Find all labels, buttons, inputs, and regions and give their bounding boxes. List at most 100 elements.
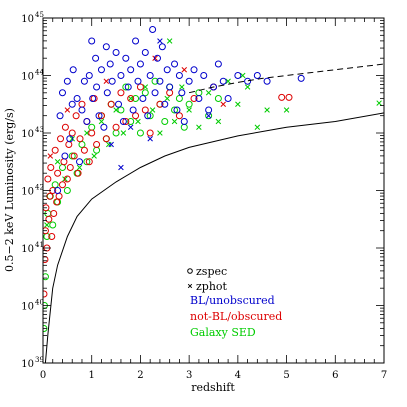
data-point bbox=[278, 93, 286, 101]
data-point bbox=[106, 60, 114, 68]
solid-limit-curve bbox=[44, 112, 384, 363]
data-point bbox=[224, 95, 232, 102]
data-point bbox=[88, 129, 96, 137]
data-point bbox=[180, 118, 188, 125]
legend-label: BL/unobscured bbox=[190, 294, 275, 307]
data-point bbox=[157, 130, 163, 136]
data-point bbox=[54, 158, 61, 165]
legend-cross-marker bbox=[187, 283, 193, 289]
data-point bbox=[151, 89, 159, 97]
data-point bbox=[47, 164, 55, 171]
data-point bbox=[376, 100, 382, 106]
data-point bbox=[135, 118, 141, 125]
data-point bbox=[44, 222, 50, 228]
data-point bbox=[89, 95, 97, 102]
data-point bbox=[58, 89, 66, 97]
data-point bbox=[43, 204, 50, 212]
data-point bbox=[48, 233, 56, 240]
data-point bbox=[63, 187, 71, 194]
data-point bbox=[186, 107, 192, 113]
data-point bbox=[65, 141, 73, 148]
x-tick-label: 6 bbox=[332, 370, 338, 381]
data-point bbox=[74, 169, 82, 177]
data-point bbox=[175, 72, 183, 79]
legend-circle-marker bbox=[187, 268, 193, 274]
data-point bbox=[235, 101, 241, 108]
data-point bbox=[163, 66, 171, 74]
data-point bbox=[93, 141, 101, 148]
data-point bbox=[205, 89, 212, 96]
data-point bbox=[54, 169, 62, 177]
data-point bbox=[239, 72, 246, 79]
data-point bbox=[132, 112, 140, 120]
data-point bbox=[205, 106, 213, 114]
data-point bbox=[210, 83, 217, 91]
y-tick-label: 10 bbox=[21, 14, 34, 25]
data-point bbox=[78, 141, 86, 148]
y-tick-exponent: 42 bbox=[35, 184, 44, 192]
y-tick-label: 10 bbox=[21, 244, 34, 255]
data-point bbox=[76, 164, 83, 171]
data-point bbox=[43, 273, 49, 281]
data-point bbox=[120, 130, 127, 136]
data-point bbox=[156, 77, 164, 85]
x-tick-label: 0 bbox=[40, 370, 46, 381]
data-point bbox=[53, 198, 61, 206]
data-point bbox=[181, 66, 188, 73]
data-point bbox=[220, 101, 226, 108]
data-point bbox=[68, 129, 76, 137]
y-tick-exponent: 40 bbox=[35, 299, 44, 307]
data-point bbox=[195, 95, 203, 102]
data-point bbox=[118, 164, 124, 171]
data-point bbox=[115, 100, 123, 108]
data-point bbox=[161, 100, 169, 108]
data-point bbox=[214, 60, 222, 68]
data-point bbox=[54, 187, 62, 194]
data-point bbox=[157, 38, 163, 44]
data-point bbox=[152, 55, 158, 62]
data-point bbox=[139, 95, 147, 102]
data-point bbox=[215, 118, 222, 125]
data-point bbox=[264, 107, 270, 113]
data-point bbox=[200, 72, 208, 79]
data-point bbox=[117, 106, 125, 114]
x-tick-label: 1 bbox=[89, 370, 95, 381]
y-tick-label: 10 bbox=[21, 187, 34, 198]
data-point bbox=[69, 66, 77, 74]
data-point bbox=[219, 77, 227, 85]
y-tick-exponent: 43 bbox=[35, 126, 44, 134]
y-tick-label: 10 bbox=[21, 72, 34, 83]
data-point bbox=[103, 78, 110, 85]
data-point bbox=[102, 43, 110, 51]
data-point bbox=[127, 124, 134, 131]
data-point bbox=[83, 118, 91, 125]
data-point bbox=[43, 290, 48, 298]
data-point bbox=[141, 89, 149, 97]
data-point bbox=[195, 89, 203, 97]
y-tick-exponent: 45 bbox=[35, 11, 44, 19]
legend-label: not-BL/obscured bbox=[190, 310, 282, 323]
data-point bbox=[173, 106, 181, 114]
dashed-limit-curve bbox=[188, 63, 384, 94]
data-point bbox=[190, 95, 198, 102]
data-point bbox=[185, 77, 193, 85]
data-point bbox=[117, 72, 125, 79]
data-point bbox=[88, 37, 96, 45]
data-point bbox=[127, 95, 134, 102]
data-point bbox=[108, 77, 116, 85]
data-point bbox=[80, 77, 88, 85]
data-point bbox=[153, 54, 161, 62]
legend-label: Galaxy SED bbox=[190, 326, 256, 339]
data-point bbox=[92, 54, 100, 62]
data-point bbox=[58, 181, 66, 189]
y-tick-label: 10 bbox=[21, 129, 34, 140]
data-point bbox=[136, 60, 144, 68]
data-point bbox=[254, 124, 261, 131]
data-point bbox=[283, 107, 290, 113]
x-tick-label: 2 bbox=[137, 370, 143, 381]
data-point bbox=[51, 181, 59, 189]
data-point bbox=[72, 112, 80, 120]
data-point bbox=[141, 106, 149, 114]
data-point bbox=[147, 135, 153, 142]
